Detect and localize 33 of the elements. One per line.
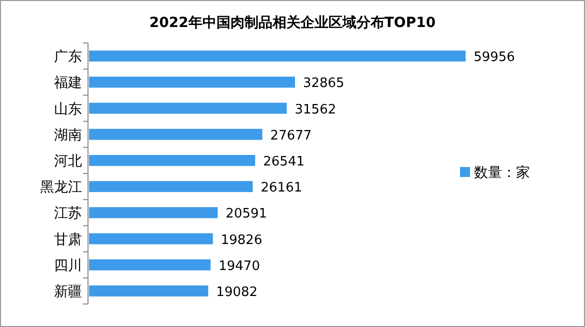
- data-label: 32865: [302, 76, 344, 92]
- bar: [89, 259, 211, 270]
- bar: [89, 128, 262, 140]
- chart-title: 2022年中国肉制品相关企业区域分布TOP10: [149, 14, 436, 31]
- y-tick-label: 福建: [54, 75, 82, 92]
- y-tick-label: 四川: [54, 258, 82, 274]
- bar: [89, 50, 466, 62]
- data-label: 20591: [226, 206, 268, 222]
- y-tick-label: 湖南: [54, 127, 82, 144]
- data-label: 19082: [216, 284, 258, 300]
- bar: [89, 181, 253, 192]
- y-tick-label: 广东: [54, 49, 82, 66]
- bar: [89, 154, 256, 166]
- bar: [89, 76, 295, 88]
- data-label: 19826: [220, 232, 262, 248]
- data-label: 26161: [260, 180, 302, 196]
- legend-label: 数量：家: [474, 165, 530, 181]
- data-label: 26541: [263, 154, 305, 170]
- data-label: 31562: [294, 102, 336, 118]
- y-tick-label: 河北: [54, 153, 82, 170]
- y-tick-label: 黑龙江: [40, 180, 82, 196]
- bar: [89, 207, 218, 218]
- legend: 数量：家: [460, 165, 530, 181]
- bar: [89, 102, 287, 114]
- bar: [89, 233, 213, 244]
- y-tick-label: 江苏: [54, 206, 82, 222]
- bar: [89, 285, 208, 296]
- y-tick-label: 山东: [54, 101, 82, 118]
- data-label: 59956: [474, 50, 515, 66]
- y-tick-label: 甘肃: [54, 232, 82, 248]
- data-label: 27677: [270, 128, 312, 144]
- y-tick-label: 新疆: [54, 284, 82, 300]
- data-label: 19470: [218, 258, 260, 274]
